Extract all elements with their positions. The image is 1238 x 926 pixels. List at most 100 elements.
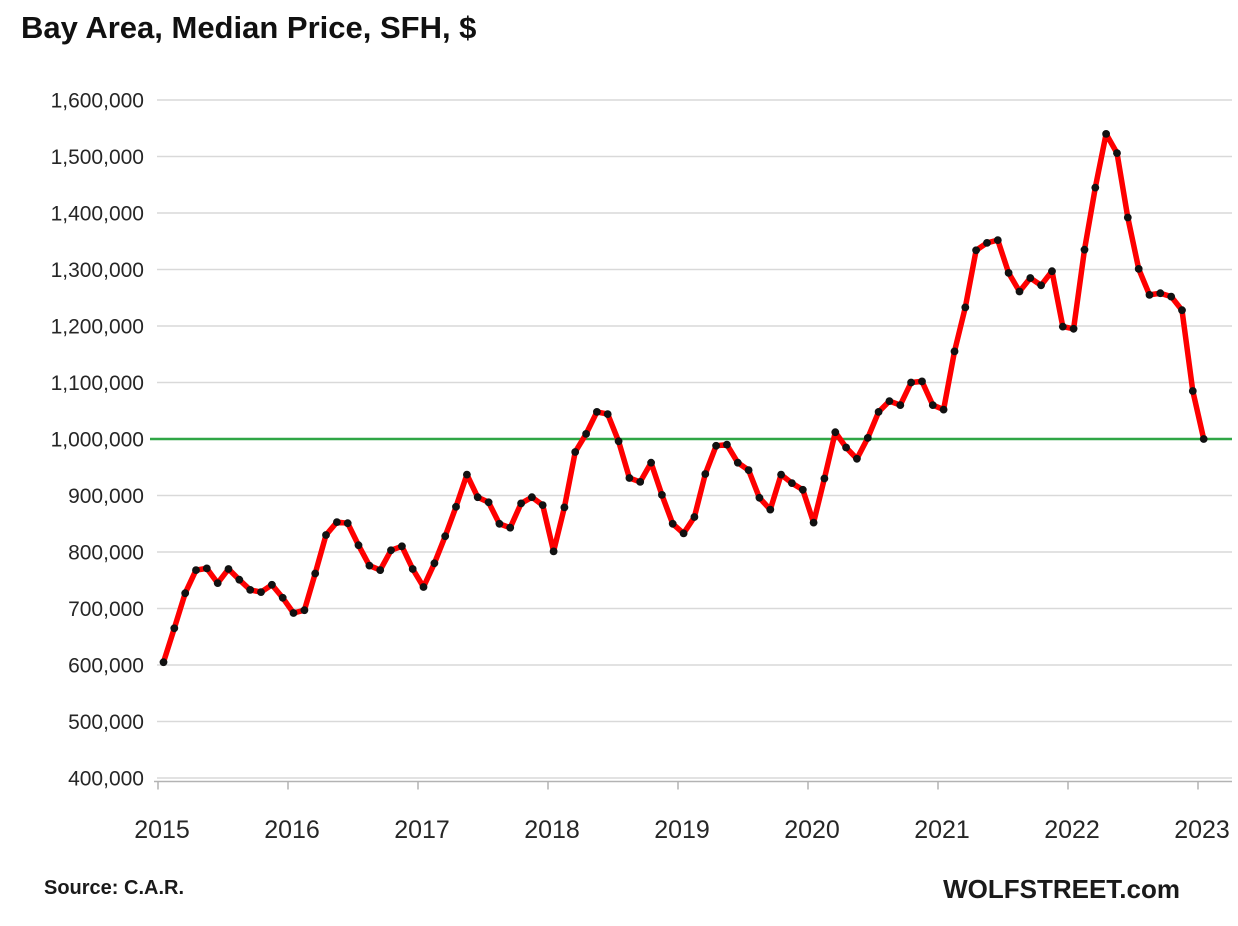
data-point-marker (213, 579, 222, 587)
x-tick-label: 2018 (524, 816, 580, 844)
data-point-marker (593, 408, 601, 416)
data-point-marker (1026, 274, 1035, 282)
x-tick-label: 2022 (1044, 816, 1100, 844)
y-tick-label: 1,000,000 (51, 429, 144, 452)
data-point-marker (224, 565, 233, 573)
data-point-marker (712, 441, 720, 450)
data-point-marker (1134, 265, 1143, 273)
data-point-marker (354, 541, 363, 550)
y-tick-label: 700,000 (68, 598, 144, 621)
data-point-marker (278, 593, 287, 602)
data-point-marker (831, 428, 840, 437)
data-point-marker (1167, 292, 1176, 301)
y-tick-label: 500,000 (68, 711, 144, 734)
data-point-marker (419, 583, 428, 591)
source-label: Source: C.A.R. (44, 877, 185, 899)
y-tick-label: 800,000 (68, 542, 144, 565)
data-point-marker (690, 513, 699, 521)
data-point-marker (268, 580, 276, 589)
y-tick-label: 900,000 (68, 485, 144, 508)
data-point-marker (809, 518, 818, 527)
data-point-marker (571, 448, 580, 456)
page-title: Bay Area, Median Price, SFH, $ (21, 10, 477, 45)
y-tick-label: 1,200,000 (51, 316, 144, 339)
data-point-marker (820, 474, 829, 483)
data-point-marker (322, 531, 330, 539)
data-point-marker (647, 458, 655, 467)
x-tick-label: 2019 (654, 816, 710, 844)
data-point-marker (441, 532, 450, 541)
data-point-marker (343, 519, 352, 528)
data-point-marker (495, 519, 504, 528)
data-point-marker (246, 586, 255, 594)
data-point-marker (798, 485, 807, 494)
data-point-marker (1113, 149, 1121, 158)
data-point-marker (993, 236, 1002, 245)
data-point-marker (159, 658, 168, 667)
y-tick-label: 1,500,000 (51, 146, 144, 169)
data-point-marker (582, 430, 590, 438)
x-tick-label: 2020 (784, 816, 840, 844)
data-point-marker (733, 458, 742, 467)
data-point-marker (311, 569, 320, 578)
data-point-marker (603, 410, 612, 418)
data-point-marker (1123, 213, 1132, 222)
data-point-marker (170, 624, 179, 633)
data-point-marker (1102, 130, 1110, 138)
y-tick-label: 600,000 (68, 655, 144, 678)
data-point-marker (907, 378, 915, 387)
data-point-marker (668, 519, 677, 528)
data-point-marker (842, 443, 850, 452)
x-tick-label: 2016 (264, 816, 320, 844)
data-point-marker (972, 246, 980, 255)
data-point-marker (939, 405, 948, 414)
data-point-marker (625, 474, 634, 482)
data-point-marker (333, 518, 341, 526)
data-point-marker (257, 588, 265, 596)
data-point-marker (679, 529, 688, 538)
data-point-marker (766, 505, 775, 514)
data-point-marker (463, 470, 471, 479)
data-point-marker (1048, 267, 1056, 276)
data-point-marker (744, 466, 753, 474)
data-point-marker (506, 523, 515, 532)
data-point-marker (1069, 324, 1078, 333)
wolfstreet-logo: WOLFSTREET.com (943, 874, 1180, 904)
x-tick-label: 2015 (134, 816, 190, 844)
x-tick-label: 2021 (914, 816, 970, 844)
data-point-marker (1037, 281, 1045, 290)
data-point-marker (1080, 245, 1089, 254)
data-point-marker (874, 408, 883, 416)
data-point-marker (387, 546, 395, 555)
data-point-marker (398, 542, 406, 551)
y-tick-label: 1,100,000 (51, 372, 144, 395)
data-point-marker (181, 589, 190, 598)
data-point-marker (1199, 435, 1208, 443)
data-point-marker (1156, 289, 1165, 298)
data-point-marker (365, 561, 374, 570)
data-point-marker (1188, 387, 1197, 395)
data-point-marker (701, 470, 710, 478)
data-point-marker (1178, 306, 1186, 315)
data-point-marker (1004, 269, 1013, 277)
data-point-marker (1058, 322, 1067, 331)
y-tick-label: 400,000 (68, 768, 144, 791)
data-point-marker (473, 493, 482, 502)
data-point-marker (1145, 291, 1154, 299)
data-point-marker (961, 303, 970, 312)
data-point-marker (918, 377, 926, 386)
data-point-marker (614, 437, 623, 446)
data-point-marker (235, 575, 244, 584)
y-tick-label: 1,300,000 (51, 259, 144, 282)
data-point-marker (538, 501, 547, 509)
data-point-marker (896, 401, 905, 409)
data-point-marker (950, 347, 959, 356)
y-tick-label: 1,600,000 (51, 90, 144, 113)
data-point-marker (983, 239, 991, 247)
data-point-marker (755, 493, 764, 502)
x-tick-label: 2023 (1174, 816, 1230, 844)
data-point-marker (788, 479, 796, 487)
data-point-marker (300, 606, 309, 615)
data-point-marker (928, 401, 937, 409)
